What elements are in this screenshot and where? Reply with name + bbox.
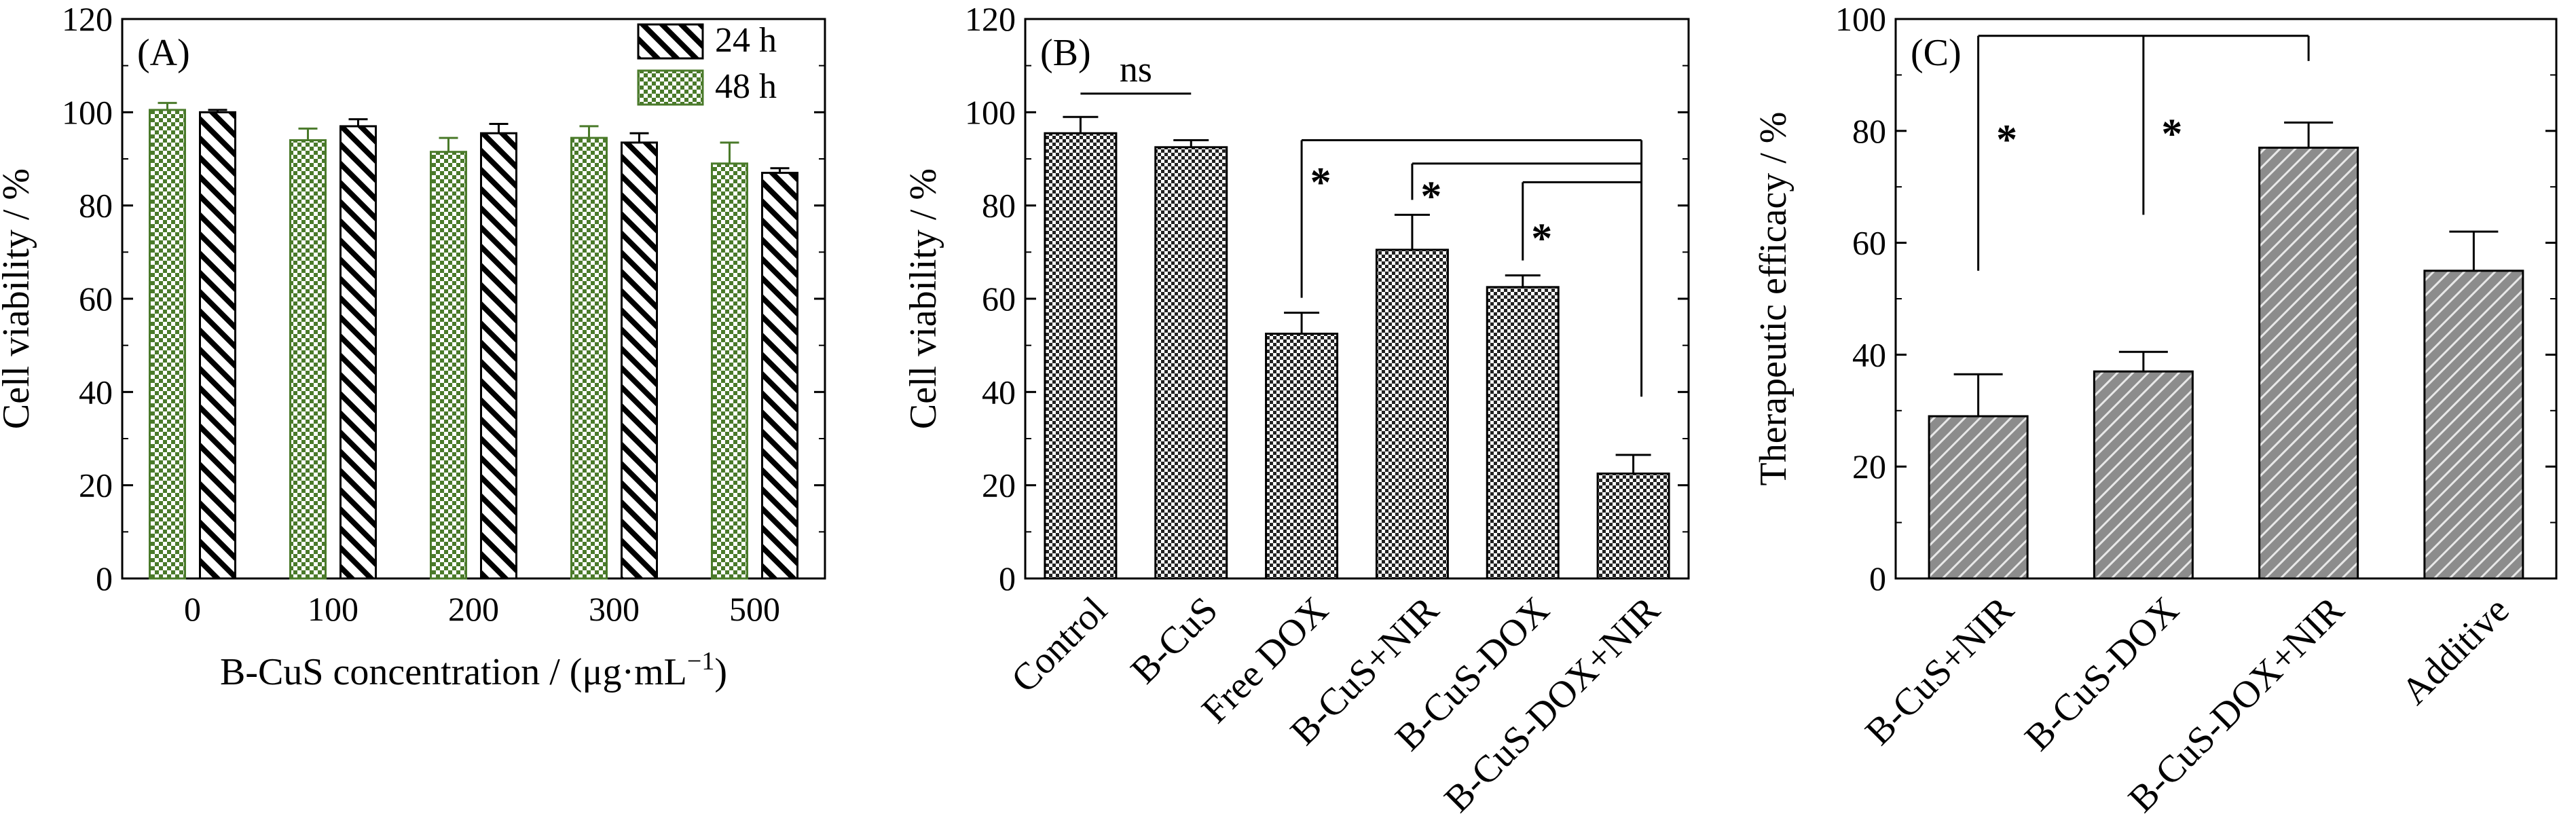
y-tick-label: 80 — [982, 187, 1016, 225]
bar — [1154, 146, 1228, 580]
y-tick-label: 80 — [1852, 112, 1886, 150]
y-tick-label: 0 — [1869, 559, 1886, 597]
bar-24h — [199, 111, 236, 580]
bar-24h — [480, 132, 517, 580]
x-tick-label: Additive — [2393, 589, 2517, 712]
y-tick-label: 80 — [79, 187, 113, 225]
y-tick-label: 60 — [79, 280, 113, 318]
y-tick-label: 20 — [982, 466, 1016, 504]
bar — [1265, 333, 1339, 580]
x-tick-label: 500 — [729, 590, 780, 628]
bar-24h — [339, 125, 377, 580]
panel-label: (B) — [1040, 32, 1091, 74]
y-tick-label: 60 — [1852, 224, 1886, 262]
bar — [1044, 132, 1118, 580]
bar — [2258, 147, 2359, 580]
x-tick-label: 0 — [184, 590, 201, 628]
bar — [2423, 270, 2524, 580]
y-tick-label: 40 — [982, 373, 1016, 411]
y-axis-label: Cell viability / % — [0, 168, 37, 429]
x-tick-label: B-CuS+NIR — [1858, 589, 2023, 754]
x-axis-label: B-CuS concentration / (μg·mL−1) — [220, 647, 727, 693]
legend-label-24h: 24 h — [715, 21, 777, 60]
bar-48h — [711, 162, 748, 580]
x-tick-label: B-CuS-DOX — [2017, 589, 2187, 759]
y-tick-label: 40 — [79, 373, 113, 411]
y-tick-label: 40 — [1852, 335, 1886, 373]
bar-24h — [761, 172, 798, 580]
y-tick-label: 0 — [999, 559, 1016, 597]
panel-c: 0 20 40 60 80 100 (C) Therapeutic efficacy / % B… — [1752, 0, 2558, 821]
significance-star: * — [2161, 111, 2182, 158]
legend-swatch-48h — [637, 69, 704, 106]
y-tick-label: 120 — [965, 0, 1016, 38]
x-tick-label: B-CuS — [1123, 589, 1226, 692]
legend-swatch-24h — [637, 23, 704, 60]
bar — [1928, 415, 2029, 580]
x-tick-label: 100 — [308, 590, 358, 628]
bar — [1375, 248, 1449, 580]
bar — [1596, 473, 1670, 580]
significance-star: * — [1310, 160, 1331, 206]
bar-24h — [621, 141, 658, 580]
legend-label-48h: 48 h — [715, 67, 777, 106]
y-tick-label: 100 — [1835, 0, 1886, 38]
y-tick-label: 100 — [62, 93, 113, 131]
y-tick-label: 60 — [982, 280, 1016, 318]
bar-48h — [570, 136, 608, 580]
y-tick-label: 20 — [1852, 447, 1886, 485]
x-tick-label: 300 — [589, 590, 640, 628]
bar-48h — [149, 109, 186, 580]
y-tick-label: 120 — [62, 0, 113, 38]
x-tick-label: Control — [1004, 589, 1116, 701]
x-tick-label: 200 — [448, 590, 499, 628]
x-axis-label-main: B-CuS concentration / (μg·mL — [220, 651, 687, 693]
y-tick-label: 20 — [79, 466, 113, 504]
y-tick-label: 100 — [965, 93, 1016, 131]
bar-48h — [430, 151, 467, 580]
significance-star: * — [1531, 215, 1552, 261]
bar — [2093, 370, 2194, 580]
x-axis-label-close: ) — [714, 651, 727, 693]
panel-a: 0 20 40 60 80 100 120 (A) Cell viability / % 0 100… — [0, 0, 826, 693]
plot-frame — [1024, 18, 1690, 580]
y-tick-label: 0 — [96, 559, 113, 597]
bar-48h — [289, 139, 327, 580]
panel-label: (A) — [137, 32, 190, 74]
panel-b: 0 20 40 60 80 100 120 (B) Cell viability / % Cont… — [902, 0, 1690, 821]
ns-annotation: ns — [1120, 49, 1152, 90]
significance-star: * — [1420, 174, 1441, 220]
panel-label: (C) — [1911, 32, 1962, 74]
bar — [1486, 286, 1560, 580]
y-axis-label: Cell viability / % — [902, 168, 944, 429]
x-axis-label-superscript: −1 — [687, 647, 714, 676]
significance-star: * — [1996, 117, 2017, 163]
y-axis-label: Therapeutic efficacy / % — [1752, 112, 1795, 486]
